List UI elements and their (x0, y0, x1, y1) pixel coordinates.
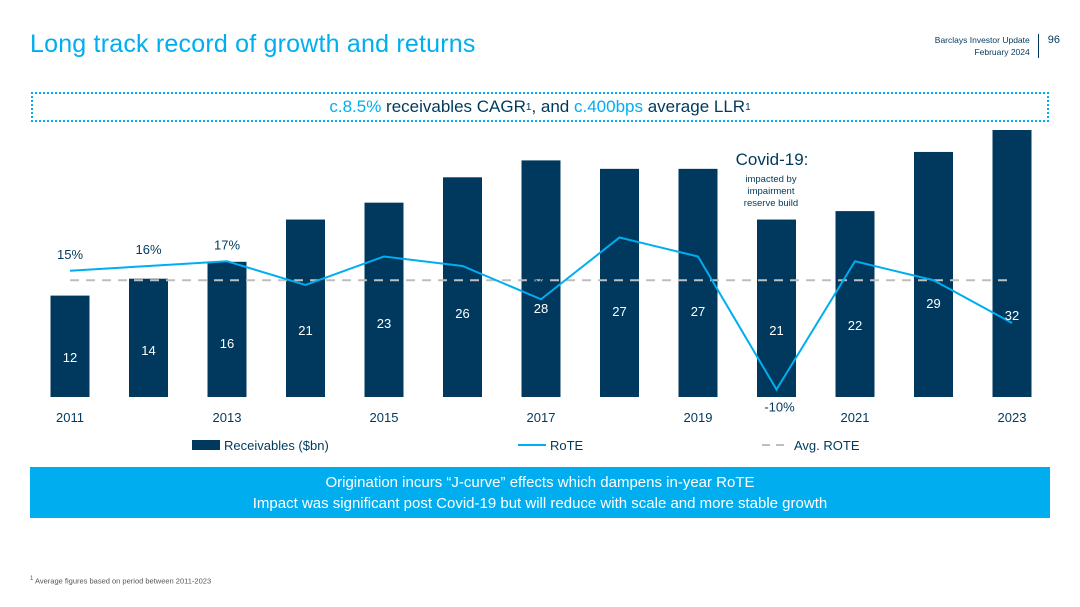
rote-label-2020: -10% (764, 400, 795, 415)
header-meta-text: Barclays Investor Update February 2024 (935, 34, 1038, 58)
bar-label-2019: 27 (691, 304, 705, 319)
callout-connector: , and (531, 97, 574, 116)
key-metrics-callout: c.8.5% receivables CAGR 1 , and c.400bps … (31, 92, 1049, 122)
rote-label-2012: 16% (135, 242, 161, 257)
rote-label-2017: 9% (532, 276, 551, 291)
bar-label-2022: 29 (926, 296, 940, 311)
rote-label-2011: 15% (57, 247, 83, 262)
bar-receivables-2016 (443, 177, 482, 397)
x-tick-2017: 2017 (527, 410, 556, 425)
llr-value: c.400bps (574, 97, 643, 116)
llr-footnote-ref: 1 (745, 101, 751, 113)
bar-label-2018: 27 (612, 304, 626, 319)
legend-label-receivables: Receivables ($bn) (224, 438, 329, 453)
footnote-marker: 1 (30, 576, 34, 582)
x-tick-2021: 2021 (841, 410, 870, 425)
bar-label-2020: 21 (769, 323, 783, 338)
footnote-text: Average figures based on period between … (33, 576, 212, 586)
legend-label-avg-rote: Avg. ROTE (794, 438, 860, 453)
banner-line-2: Impact was significant post Covid-19 but… (252, 495, 828, 512)
rote-label-2018: 22% (606, 214, 632, 229)
rote-label-2019: 18% (685, 233, 711, 248)
x-tick-2013: 2013 (213, 410, 242, 425)
x-tick-2019: 2019 (684, 410, 713, 425)
legend-swatch-receivables (192, 440, 220, 450)
x-tick-2015: 2015 (370, 410, 399, 425)
rote-line (69, 236, 1013, 392)
cagr-label: receivables CAGR (381, 97, 526, 116)
rote-label-2023: 4% (1003, 298, 1022, 313)
bar-receivables-2021 (835, 211, 875, 397)
covid-annotation-line-3: reserve build (744, 198, 798, 209)
x-tick-2011: 2011 (56, 410, 84, 425)
rote-label-2022: 13% (920, 256, 946, 271)
x-tick-2023: 2023 (998, 410, 1027, 425)
report-name: Barclays Investor Update (934, 35, 1030, 45)
bar-label-2015: 23 (377, 316, 391, 331)
footnote: 1 Average figures based on period betwee… (30, 576, 211, 586)
rote-label-2016: 16% (449, 242, 475, 257)
rote-label-2014: 12% (292, 256, 318, 271)
bar-receivables-2023 (992, 130, 1032, 397)
bar-receivables-2018 (600, 168, 639, 397)
rote-label-2013: 17% (214, 237, 240, 252)
bar-receivables-2015 (364, 202, 404, 397)
bar-receivables-2012 (129, 278, 168, 397)
page-title: Long track record of growth and returns (30, 30, 476, 58)
bar-receivables-2019 (678, 168, 718, 397)
page-number: 96 (1047, 34, 1060, 46)
banner-line-1: Origination incurs “J-curve” effects whi… (325, 474, 755, 491)
llr-label: average LLR (643, 97, 746, 116)
bar-receivables-2013 (207, 261, 247, 397)
rote-label-2021: 17% (842, 237, 868, 252)
bar-label-2013: 16 (220, 336, 234, 351)
bar-label-2012: 14 (141, 343, 155, 358)
bar-label-2017: 28 (534, 301, 548, 316)
bar-label-2011: 12 (63, 350, 77, 365)
cagr-footnote-ref: 1 (525, 101, 532, 113)
receivables-rote-chart: 12 14 16 21 23 26 28 27 27 21 22 29 32 15% 16% 17% 12% 18… (50, 130, 1032, 453)
header-meta-block: Barclays Investor Update February 2024 9… (935, 34, 1060, 58)
legend-label-rote: RoTE (550, 438, 584, 453)
bar-label-2016: 26 (455, 306, 469, 321)
header-divider (1037, 34, 1039, 58)
bar-label-2014: 21 (298, 323, 312, 338)
covid-annotation-line-2: impairment (748, 186, 795, 197)
bar-label-2023: 32 (1005, 308, 1019, 323)
rote-label-2015: 18% (371, 233, 397, 248)
report-date: February 2024 (974, 47, 1030, 57)
bar-receivables-2020 (757, 219, 796, 397)
covid-annotation-title: Covid-19: (736, 150, 809, 169)
bar-receivables-2011 (50, 295, 90, 397)
bar-receivables-2022 (914, 151, 953, 397)
bar-receivables-2014 (286, 219, 325, 397)
j-curve-banner: Origination incurs “J-curve” effects whi… (30, 467, 1050, 518)
bar-label-2021: 22 (848, 318, 862, 333)
bar-receivables-2017 (521, 160, 561, 397)
cagr-value: c.8.5% (329, 97, 382, 116)
covid-annotation-line-1: impacted by (745, 174, 796, 185)
